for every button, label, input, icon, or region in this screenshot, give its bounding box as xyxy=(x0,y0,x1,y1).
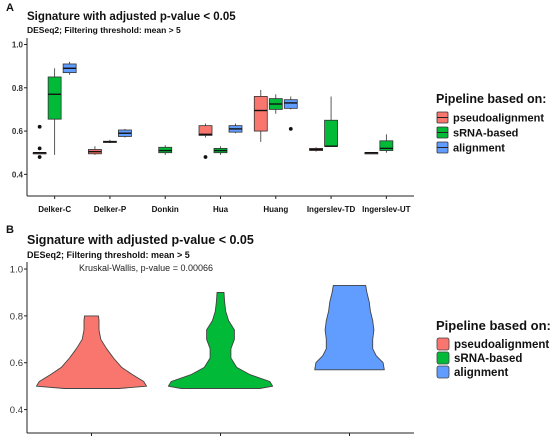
legend-swatch xyxy=(436,365,450,379)
x-category-label: Huang xyxy=(263,205,288,214)
outlier-point xyxy=(37,155,42,159)
outlier-point xyxy=(37,124,42,129)
y-tick-label: 1.0 xyxy=(10,265,23,276)
box-pseudoalignment-delker-c xyxy=(32,124,47,159)
box-body xyxy=(379,140,394,151)
legend-label: pseudoalignment xyxy=(453,113,544,125)
x-category-label: Ingerslev-TD xyxy=(307,205,356,214)
legend-item-pseudoalignment: pseudoalignment xyxy=(436,337,549,351)
box-srna-based-ingerslev-td xyxy=(324,96,338,147)
panel-b-subtitle: DESeq2; Filtering threshold: mean > 5 xyxy=(27,250,190,260)
box-pseudoalignment-delker-p xyxy=(88,146,102,155)
box-srna-based-delker-p xyxy=(103,139,117,143)
y-tick-label: 0.6 xyxy=(12,127,24,136)
box-pseudoalignment-huang xyxy=(253,89,268,142)
box-alignment-delker-c xyxy=(62,61,77,75)
y-tick-label: 0.4 xyxy=(12,170,24,179)
box-body xyxy=(253,96,268,132)
legend-items: pseudoalignment sRNA-based alignment xyxy=(436,337,549,379)
legend-item-alignment: alignment xyxy=(436,141,505,155)
violin-srna-based xyxy=(167,292,274,389)
box-srna-based-donkin xyxy=(158,145,173,155)
box-alignment-hua xyxy=(228,123,243,134)
x-category-label: Delker-C xyxy=(38,205,71,214)
box-srna-based-ingerslev-ut xyxy=(379,134,394,153)
outlier-point xyxy=(37,146,42,151)
box-body xyxy=(198,125,213,136)
y-tick-label: 0.4 xyxy=(10,405,23,416)
x-category-label: Ingerslev-UT xyxy=(362,205,411,214)
legend-label: sRNA-based xyxy=(453,128,518,140)
panel-b-y-axis: 0.4 0.6 0.8 1.0 xyxy=(10,265,27,416)
violin-pseudoalignment xyxy=(35,315,148,389)
box-srna-based-delker-c xyxy=(47,68,62,155)
outlier-point xyxy=(288,127,293,131)
legend-title: Pipeline based on: xyxy=(436,318,550,333)
box-srna-based-huang xyxy=(268,94,283,114)
panel-a-y-axis: 0.4 0.6 0.8 1.0 xyxy=(12,40,27,179)
box-body xyxy=(283,99,298,109)
legend-item-srna-based: sRNA-based xyxy=(436,351,522,365)
y-tick-label: 1.0 xyxy=(12,40,24,49)
panel-a-x-axis: Delker-C Delker-P Donkin Hua Huang Ingerslev-… xyxy=(38,196,411,214)
legend-title: Pipeline based on: xyxy=(436,92,546,106)
panel-a-plot-area xyxy=(26,38,414,197)
violin-alignment xyxy=(314,284,385,371)
x-category-label: Donkin xyxy=(152,205,179,214)
panel-a-title: Signature with adjusted p-value < 0.05 xyxy=(27,11,236,23)
legend-label: pseudoalignment xyxy=(454,339,549,351)
panel-b-letter: B xyxy=(6,224,14,236)
x-category-label: Hua xyxy=(213,205,229,214)
panel-b-title: Signature with adjusted p-value < 0.05 xyxy=(27,233,254,247)
box-body xyxy=(47,76,62,120)
box-pseudoalignment-hua xyxy=(198,123,213,159)
legend-item-pseudoalignment: pseudoalignment xyxy=(436,111,544,125)
legend-item-srna-based: sRNA-based xyxy=(436,126,518,140)
y-tick-label: 0.8 xyxy=(10,311,23,322)
box-pseudoalignment-ingerslev-td xyxy=(309,147,323,152)
y-tick-label: 0.8 xyxy=(12,84,24,93)
legend-label: sRNA-based xyxy=(454,353,522,365)
box-alignment-huang xyxy=(283,96,298,131)
legend-items: pseudoalignment sRNA-based alignment xyxy=(436,111,544,155)
outlier-point xyxy=(203,155,208,159)
panel-b-legend: Pipeline based on: pseudoalignment sRNA-b… xyxy=(436,318,550,379)
panel-a-legend: Pipeline based on: pseudoalignment sRNA-b… xyxy=(436,92,546,155)
box-body xyxy=(324,119,338,147)
legend-swatch xyxy=(436,351,450,365)
panel-a-letter: A xyxy=(6,2,14,14)
x-category-label: Delker-P xyxy=(94,205,127,214)
legend-label: alignment xyxy=(453,143,505,155)
box-alignment-delker-p xyxy=(118,128,132,138)
box-pseudoalignment-ingerslev-ut xyxy=(364,152,379,155)
panel-a: A Signature with adjusted p-value < 0.05… xyxy=(6,2,546,214)
legend-swatch xyxy=(436,337,450,351)
legend-item-alignment: alignment xyxy=(436,365,508,379)
panel-a-subtitle: DESeq2; Filtering threshold: mean > 5 xyxy=(27,25,181,35)
y-tick-label: 0.6 xyxy=(10,358,23,369)
legend-label: alignment xyxy=(454,367,508,379)
panel-b-plot-area xyxy=(26,262,414,436)
panel-b: B Signature with adjusted p-value < 0.05… xyxy=(6,224,550,436)
kruskal-wallis-annotation: Kruskal-Wallis, p-value = 0.00066 xyxy=(79,263,213,273)
box-srna-based-hua xyxy=(213,146,228,155)
